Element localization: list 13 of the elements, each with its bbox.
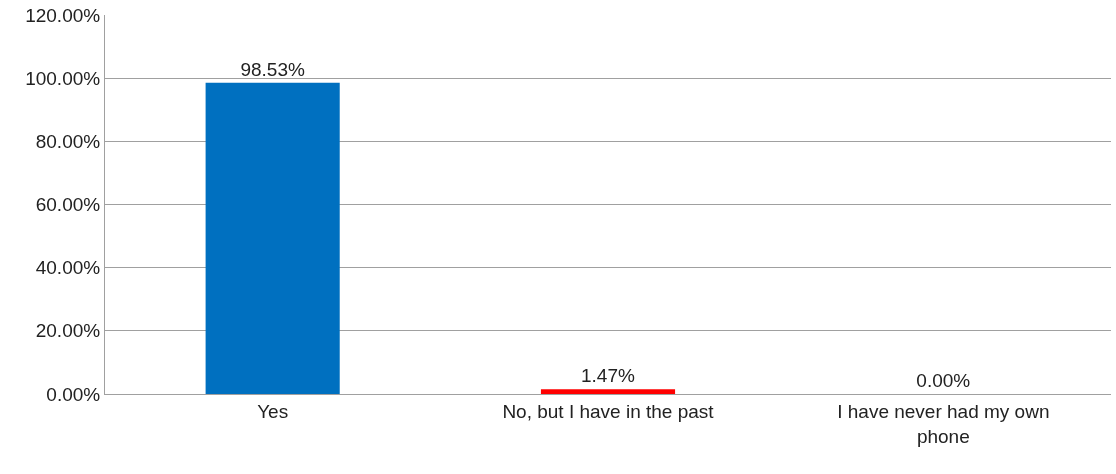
y-tick-label: 120.00%: [25, 4, 101, 26]
y-tick-label: 80.00%: [35, 130, 101, 152]
data-label: 98.53%: [240, 58, 305, 80]
data-label: 0.00%: [916, 370, 971, 391]
y-tick-label: 100.00%: [25, 67, 101, 89]
x-tick-label: Yes: [257, 400, 289, 422]
y-tick-label: 60.00%: [35, 194, 101, 216]
y-tick-label: 20.00%: [35, 320, 101, 342]
y-tick-label: 40.00%: [35, 257, 101, 279]
y-tick-label: 0.00%: [46, 383, 101, 405]
data-label: 1.47%: [581, 365, 635, 387]
x-tick-label: I have never had my own phone: [837, 400, 1050, 447]
x-tick-label: No, but I have in the past: [502, 400, 715, 422]
